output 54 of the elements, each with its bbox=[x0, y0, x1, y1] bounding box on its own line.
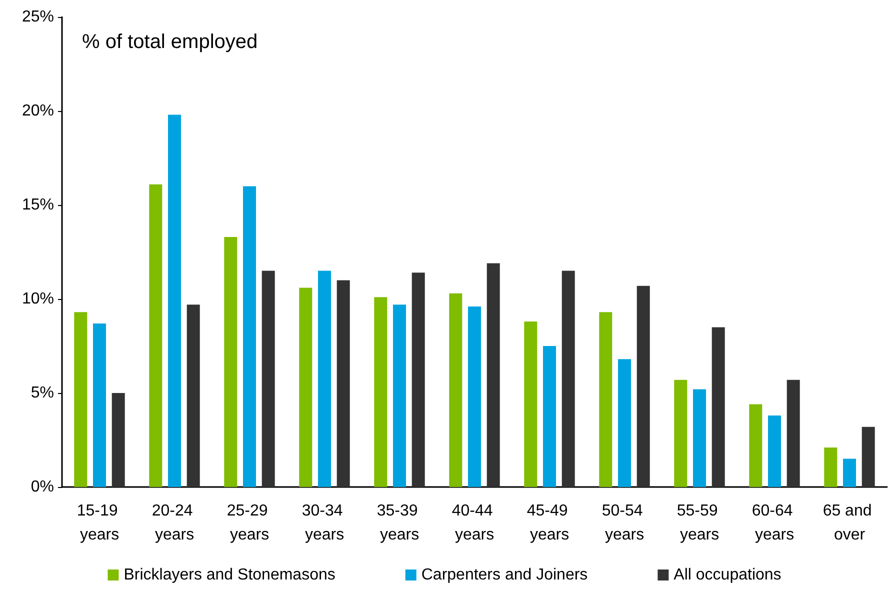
y-tick-label: 10% bbox=[22, 290, 54, 308]
bar bbox=[693, 389, 706, 487]
y-tick-label: 15% bbox=[22, 196, 54, 214]
legend-label: All occupations bbox=[674, 566, 782, 584]
x-tick-label: 30-34 years bbox=[302, 502, 348, 544]
bar bbox=[786, 380, 800, 487]
bar bbox=[93, 323, 106, 487]
bar bbox=[599, 312, 612, 487]
x-tick-label: 40-44 years bbox=[452, 502, 498, 544]
bar bbox=[374, 297, 388, 487]
x-tick-label: 50-54 years bbox=[602, 502, 648, 544]
bar bbox=[299, 288, 312, 487]
bar bbox=[562, 270, 575, 487]
x-tick-label: 45-49 years bbox=[526, 502, 572, 544]
bar bbox=[543, 346, 556, 487]
bar bbox=[862, 426, 875, 487]
bar bbox=[486, 263, 500, 487]
legend-label: Carpenters and Joiners bbox=[421, 566, 588, 584]
bar bbox=[262, 270, 275, 487]
bar bbox=[149, 184, 162, 487]
x-tick-label: 55-59 years bbox=[676, 502, 722, 544]
y-tick-label: 5% bbox=[30, 384, 54, 402]
bar bbox=[749, 404, 762, 487]
y-tick-label: 0% bbox=[30, 478, 54, 496]
bar bbox=[336, 280, 350, 487]
bar bbox=[636, 286, 650, 487]
y-tick-label: 20% bbox=[22, 102, 54, 120]
x-tick-label: 65 and over bbox=[822, 502, 876, 544]
x-tick-label: 20-24 years bbox=[152, 502, 198, 544]
bar bbox=[318, 270, 331, 487]
bar bbox=[674, 380, 688, 487]
bar bbox=[768, 416, 781, 487]
y-tick-label: 25% bbox=[22, 8, 54, 26]
bar bbox=[224, 236, 238, 487]
bar bbox=[524, 322, 538, 487]
bar bbox=[843, 458, 856, 487]
bar bbox=[712, 327, 725, 487]
bar bbox=[824, 448, 838, 487]
bar bbox=[112, 393, 125, 487]
bar bbox=[449, 293, 462, 487]
bar bbox=[168, 114, 181, 487]
annotation: % of total employed bbox=[82, 31, 258, 53]
x-tick-label: 25-29 years bbox=[226, 502, 272, 544]
bar bbox=[74, 312, 88, 487]
bar bbox=[412, 272, 425, 487]
legend-label: Bricklayers and Stonemasons bbox=[124, 566, 336, 584]
x-tick-label: 60-64 years bbox=[752, 502, 798, 544]
bar bbox=[186, 304, 200, 487]
bar bbox=[468, 306, 481, 487]
bar bbox=[243, 186, 256, 487]
bar bbox=[618, 359, 631, 487]
x-tick-label: 35-39 years bbox=[376, 502, 422, 544]
bar bbox=[393, 304, 406, 487]
x-tick-label: 15-19 years bbox=[76, 502, 122, 544]
